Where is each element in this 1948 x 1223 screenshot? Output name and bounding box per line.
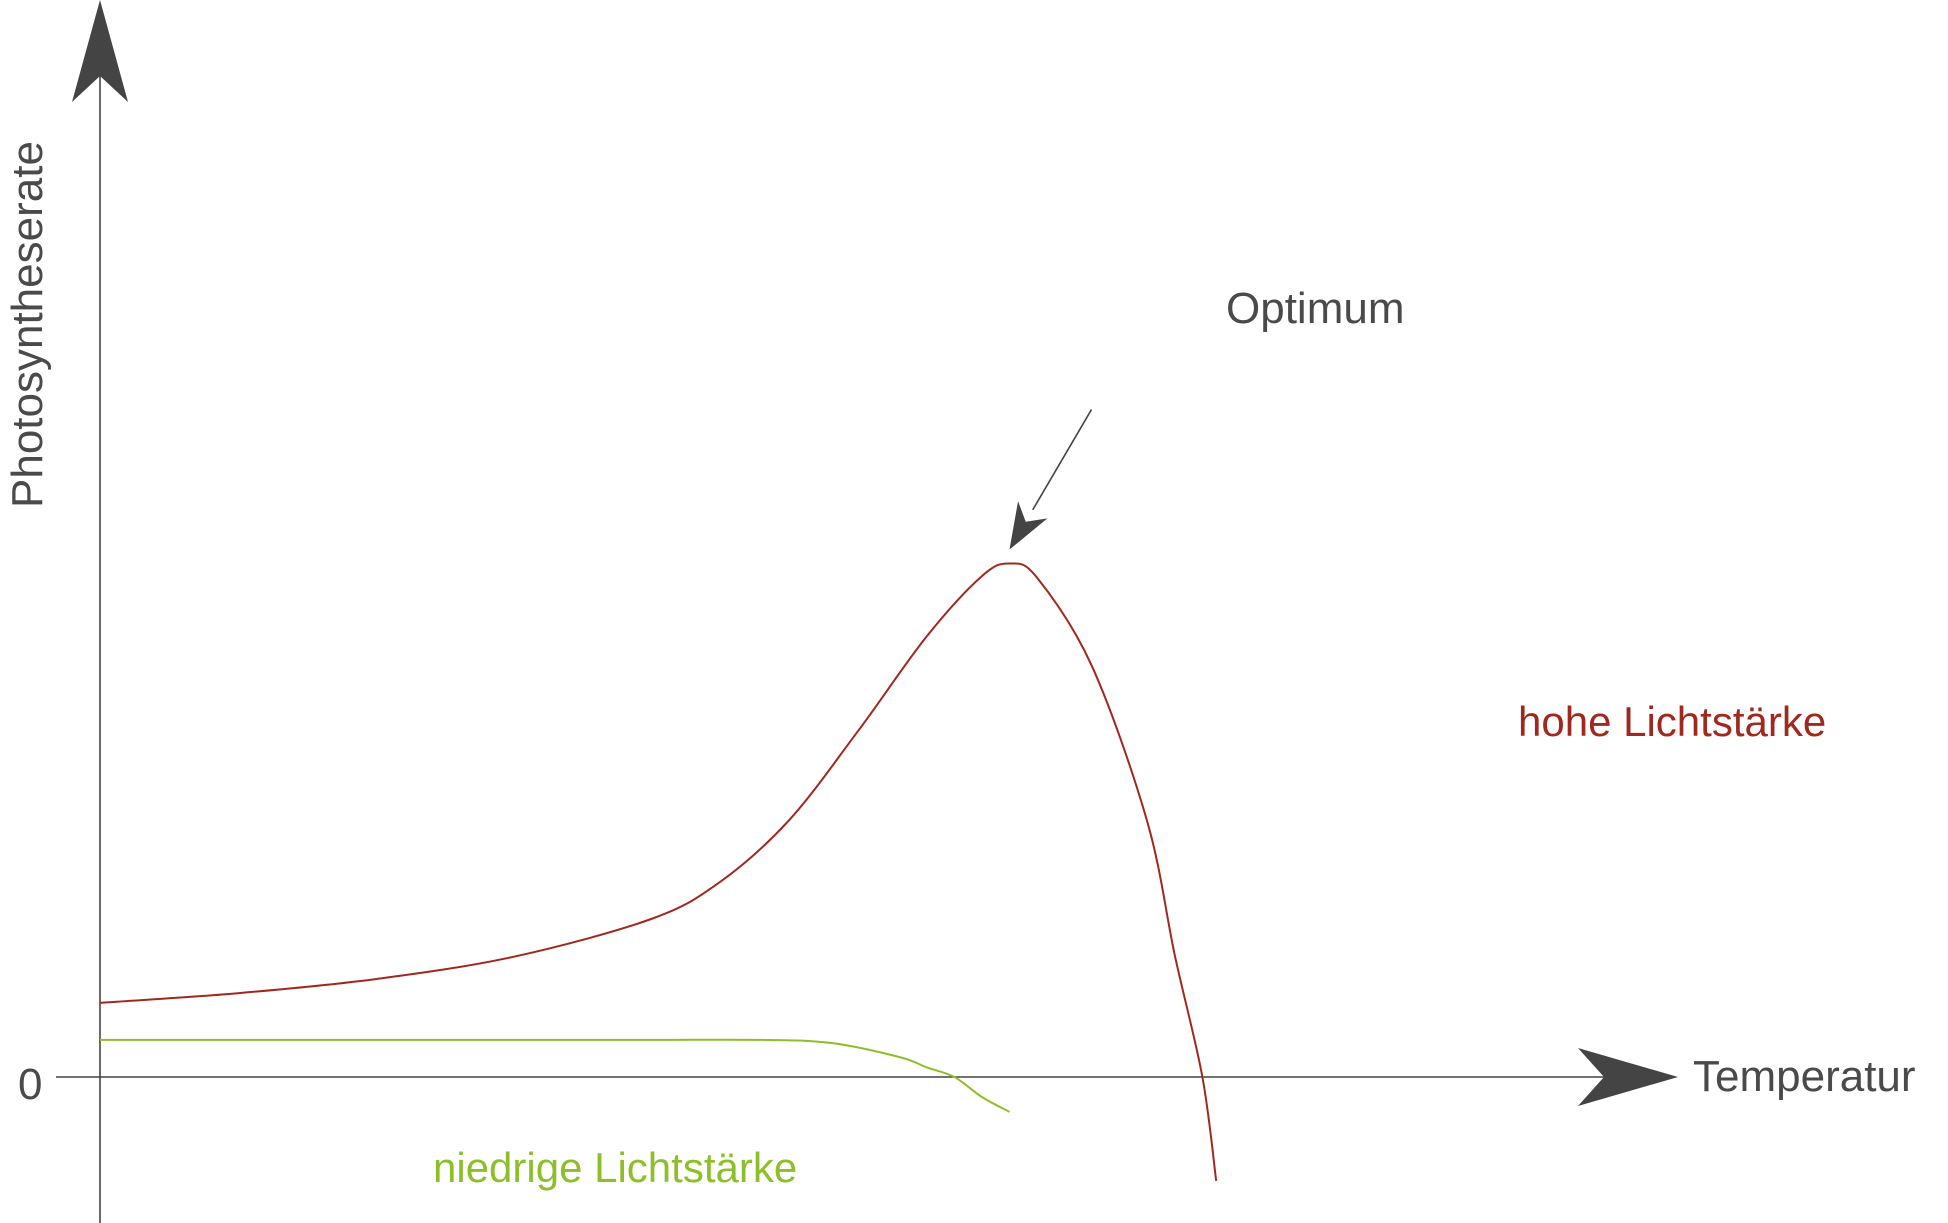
series-label-high-light: hohe Lichtstärke: [1518, 698, 1826, 745]
series-line-low-light: [100, 1038, 1010, 1113]
x-axis-label: Temperatur: [1693, 1052, 1916, 1101]
y-axis-label: Photosyntheserate: [3, 141, 52, 508]
series-label-low-light: niedrige Lichtstärke: [433, 1144, 797, 1191]
x-axis-arrowhead: [1578, 1048, 1678, 1106]
optimum-annotation-label: Optimum: [1226, 284, 1404, 333]
optimum-arrowhead: [1009, 501, 1048, 550]
y-axis-arrowhead: [72, 0, 128, 102]
optimum-arrow-line: [1032, 409, 1093, 511]
series-line-high-light: [99, 562, 1218, 1182]
y-tick-label-zero: 0: [18, 1060, 42, 1109]
